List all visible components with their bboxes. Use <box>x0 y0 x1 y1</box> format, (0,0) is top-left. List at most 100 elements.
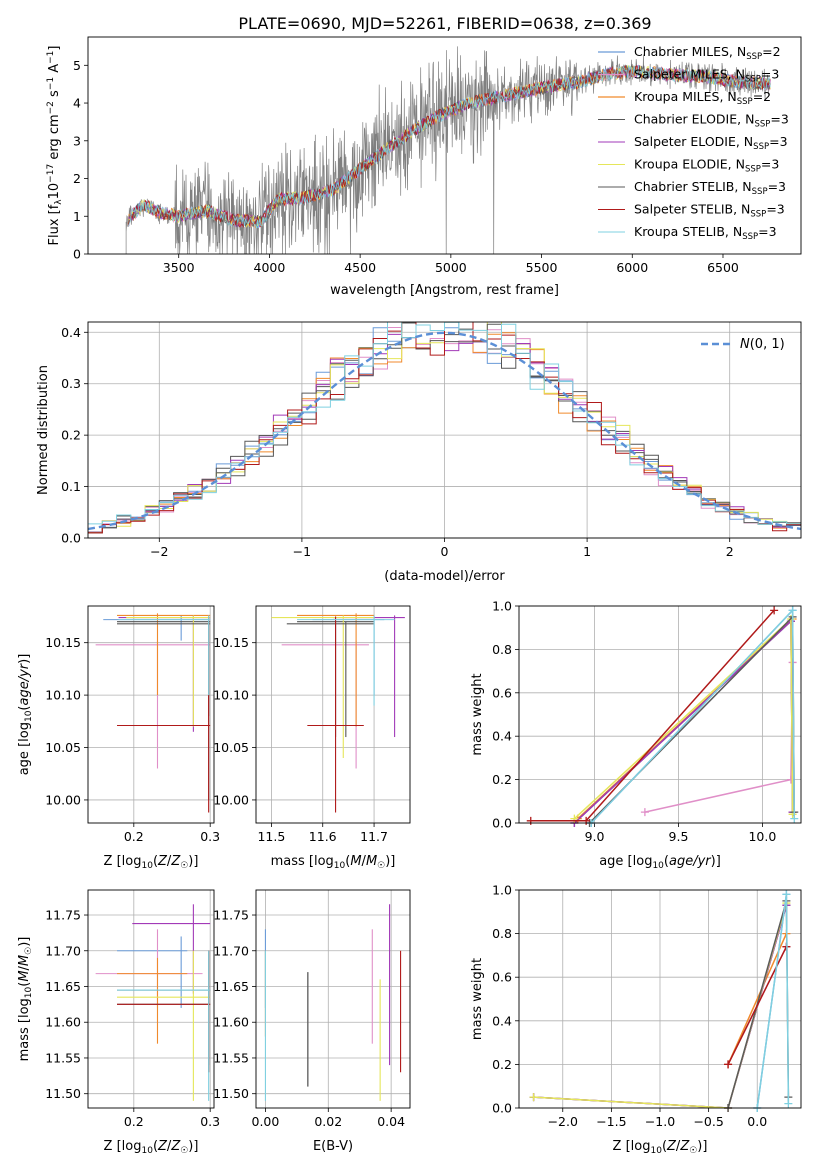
legend-name: Chabrier ELODIE, N <box>634 112 754 127</box>
y-axis-label: mass [log10(M/M☉)] <box>17 937 34 1062</box>
legend-entry: Kroupa MILES, NSSP=2 <box>634 89 771 107</box>
x-axis-label: Z [log10(Z/Z☉)] <box>104 854 199 871</box>
y-tick-label: 0.2 <box>492 772 512 787</box>
legend-name: Kroupa ELODIE, N <box>634 157 745 172</box>
x-tick-label: −1.0 <box>645 1114 675 1129</box>
x-axis-label: age [log10(age/yr)] <box>599 854 721 871</box>
age_vs_Z-panel: 0.2 0.3 10.00 10.05 10.10 10.15 Z [log10(Z/Z☉)… <box>17 605 220 871</box>
legend-entry: Chabrier STELIB, NSSP=3 <box>634 179 786 197</box>
legend-value: =3 <box>761 67 779 82</box>
y-tick-label: 0.6 <box>492 685 512 700</box>
x-tick-label: −1.5 <box>596 1114 626 1129</box>
y-tick-label: 10.00 <box>213 792 249 807</box>
axes-frame <box>87 36 802 255</box>
model-spectrum-8 <box>127 65 771 229</box>
y-tick-label: 0.2 <box>61 428 81 443</box>
legend-entry: Salpeter STELIB, NSSP=3 <box>634 202 785 220</box>
legend-entry: Salpeter ELODIE, NSSP=3 <box>634 134 788 152</box>
y-tick-label: 4 <box>73 96 81 111</box>
x-tick-label: 11.7 <box>360 829 388 844</box>
legend-name: Chabrier MILES, N <box>634 44 746 59</box>
y-tick-label: 10.00 <box>45 792 81 807</box>
legend-entry: Chabrier MILES, NSSP=2 <box>634 44 781 62</box>
mass_weight_vs_Z-panel: −2.0 −1.5 −1.0 −0.5 0.0 0.0 0.2 0.4 0.6 0.8 1.0 Z [… <box>470 883 802 1156</box>
y-tick-label: 11.55 <box>213 1050 249 1065</box>
x-tick-label: 9.0 <box>585 829 605 844</box>
legend-entry: Kroupa STELIB, NSSP=3 <box>634 224 777 242</box>
y-tick-label: 10.10 <box>213 688 249 703</box>
residuals-panel: −2 −1 0 1 2 0.0 0.1 0.2 0.3 0.4 (data-model)/error… <box>36 321 802 584</box>
y-tick-label: 11.50 <box>45 1086 81 1101</box>
legend-entry: Salpeter MILES, NSSP=3 <box>634 67 779 85</box>
y-axis-label: mass weight <box>470 958 485 1040</box>
axes-frame <box>518 889 802 1109</box>
x-tick-label: 0.2 <box>124 1114 144 1129</box>
legend-value: =2 <box>753 89 771 104</box>
x-tick-label: 0.3 <box>200 829 220 844</box>
errorbar-point-3 <box>117 621 211 800</box>
y-tick-label: 0.8 <box>492 642 512 657</box>
x-tick-label: 3500 <box>163 260 195 275</box>
y-tick-label: 11.70 <box>45 943 81 958</box>
y-tick-label: 11.60 <box>213 1015 249 1030</box>
y-tick-label: 11.60 <box>45 1015 81 1030</box>
y-tick-label: 0.1 <box>61 479 81 494</box>
y-tick-label: 11.65 <box>213 979 249 994</box>
y-tick-label: 10.10 <box>45 688 81 703</box>
y-tick-label: 10.05 <box>213 740 249 755</box>
x-tick-label: 2 <box>726 544 734 559</box>
y-tick-label: 2 <box>73 171 81 186</box>
errorbar-point-2 <box>297 613 375 727</box>
x-tick-label: 10.0 <box>748 829 776 844</box>
legend-sub: SSP <box>745 75 761 85</box>
y-axis-label: Flux [fλ10−17 erg cm−2 s−1 A−1] <box>46 46 64 246</box>
legend-sub: SSP <box>754 120 770 130</box>
legend-sub: SSP <box>737 97 753 107</box>
y-tick-label: 10.15 <box>45 635 81 650</box>
x-axis-label: Z [log10(Z/Z☉)] <box>104 1139 199 1156</box>
y-axis-label: age [log10(age/yr)] <box>17 654 34 776</box>
y-tick-label: 0.0 <box>492 816 512 831</box>
x-tick-label: 11.5 <box>257 829 285 844</box>
y-tick-label: 0.4 <box>492 1013 512 1028</box>
x-tick-label: 5000 <box>435 260 467 275</box>
errorbar-point-7 <box>117 616 211 813</box>
axes-frame <box>255 605 411 824</box>
x-tick-label: 0.02 <box>314 1114 342 1129</box>
errorbar-point-0 <box>117 936 188 1008</box>
mass-weight-marker <box>782 890 791 899</box>
y-tick-label: 0.6 <box>492 970 512 985</box>
mass-weight-line-2 <box>727 933 788 1065</box>
y-tick-label: 3 <box>73 133 81 148</box>
legend-name: Salpeter MILES, N <box>634 67 745 82</box>
age_vs_mass-panel: 11.5 11.6 11.7 10.00 10.05 10.10 10.15 mass [lo… <box>213 605 411 871</box>
mass-weight-marker <box>724 1060 733 1069</box>
y-tick-label: 11.65 <box>45 979 81 994</box>
x-axis-label: mass [log10(M/M☉)] <box>271 854 396 871</box>
y-tick-label: 10.05 <box>45 740 81 755</box>
errorbar-point-6 <box>117 621 211 717</box>
x-tick-label: 0.0 <box>747 1114 767 1129</box>
x-tick-label: 0.2 <box>124 829 144 844</box>
y-tick-label: 0.8 <box>492 926 512 941</box>
y-tick-label: 0.4 <box>492 729 512 744</box>
mass-weight-line-4 <box>573 619 794 823</box>
legend-sub: SSP <box>745 165 761 175</box>
mass_weight_vs_age-panel: 9.0 9.5 10.0 0.0 0.2 0.4 0.6 0.8 1.0 age [log10(a… <box>470 599 802 871</box>
y-tick-label: 10.15 <box>213 635 249 650</box>
x-tick-label: 1 <box>583 544 591 559</box>
mass-weight-marker <box>640 808 649 817</box>
legend-sub: SSP <box>746 52 762 62</box>
legend-name: Kroupa STELIB, N <box>634 224 742 239</box>
y-tick-label: 11.70 <box>213 943 249 958</box>
x-tick-label: 0.00 <box>252 1114 280 1129</box>
x-axis-label: Z [log10(Z/Z☉)] <box>613 1139 708 1156</box>
y-tick-label: 1 <box>73 209 81 224</box>
legend-value: =2 <box>762 44 780 59</box>
y-tick-label: 0.0 <box>61 531 81 546</box>
errorbar-point-8 <box>118 615 211 696</box>
mass-weight-marker <box>526 816 535 825</box>
x-tick-label: 0.04 <box>377 1114 405 1129</box>
axes-frame <box>87 321 802 539</box>
